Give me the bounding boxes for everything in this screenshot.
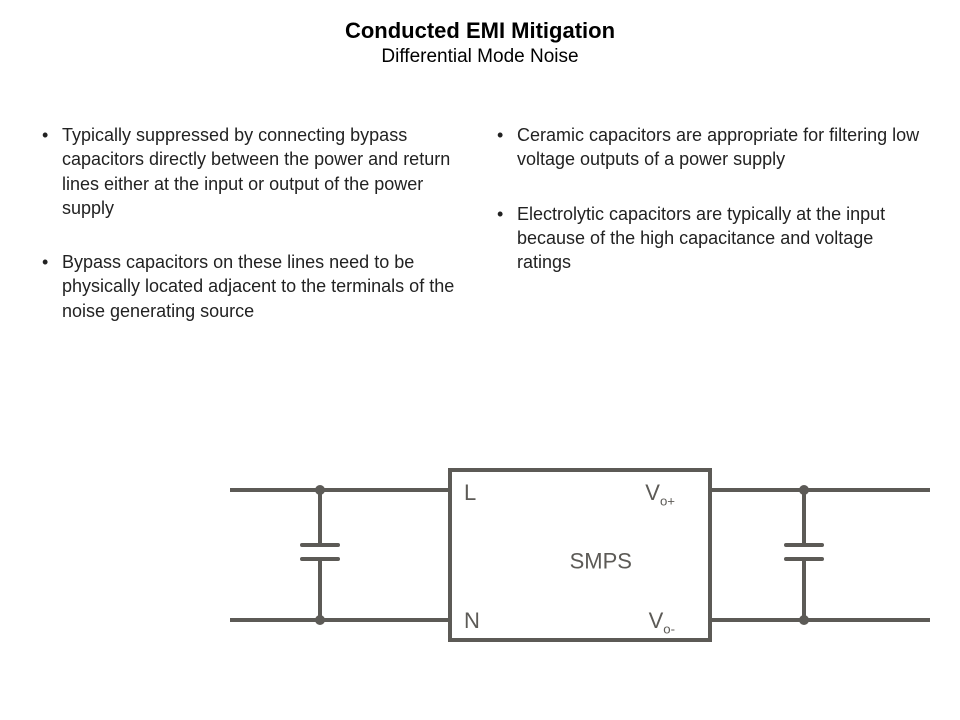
page-subtitle: Differential Mode Noise xyxy=(0,46,960,68)
list-item: Electrolytic capacitors are typically at… xyxy=(495,202,920,275)
right-bullet-list: Ceramic capacitors are appropriate for f… xyxy=(495,123,920,274)
left-column: Typically suppressed by connecting bypas… xyxy=(40,123,465,353)
list-item: Typically suppressed by connecting bypas… xyxy=(40,123,465,220)
svg-text:Vo-: Vo- xyxy=(649,608,675,637)
list-item: Ceramic capacitors are appropriate for f… xyxy=(495,123,920,172)
right-column: Ceramic capacitors are appropriate for f… xyxy=(495,123,920,353)
svg-text:Vo+: Vo+ xyxy=(645,480,675,509)
circuit-diagram: SMPS L N Vo+ Vo- xyxy=(230,460,930,690)
svg-text:SMPS: SMPS xyxy=(570,549,632,574)
page-title: Conducted EMI Mitigation xyxy=(0,18,960,44)
title-block: Conducted EMI Mitigation Differential Mo… xyxy=(0,0,960,68)
left-bullet-list: Typically suppressed by connecting bypas… xyxy=(40,123,465,323)
content-columns: Typically suppressed by connecting bypas… xyxy=(0,68,960,353)
list-item: Bypass capacitors on these lines need to… xyxy=(40,250,465,323)
svg-text:L: L xyxy=(464,480,476,505)
svg-text:N: N xyxy=(464,608,480,633)
